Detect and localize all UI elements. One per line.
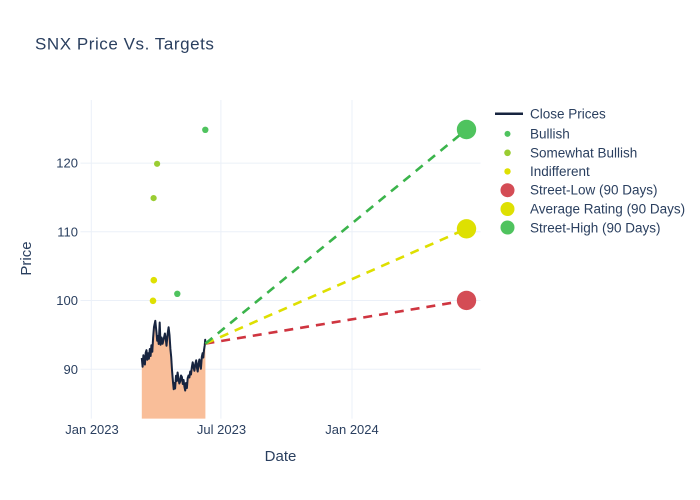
svg-text:Jan 2023: Jan 2023 <box>65 422 119 437</box>
svg-text:Somewhat Bullish: Somewhat Bullish <box>530 145 637 160</box>
svg-text:Average Rating (90 Days): Average Rating (90 Days) <box>530 202 685 217</box>
svg-text:90: 90 <box>64 362 78 377</box>
svg-text:Price: Price <box>18 241 35 275</box>
svg-text:Jul 2023: Jul 2023 <box>197 422 246 437</box>
svg-text:Indifferent: Indifferent <box>530 164 590 179</box>
svg-text:SNX Price Vs. Targets: SNX Price Vs. Targets <box>35 35 214 54</box>
svg-text:Street-High (90 Days): Street-High (90 Days) <box>530 220 661 235</box>
svg-text:Street-Low (90 Days): Street-Low (90 Days) <box>530 183 658 198</box>
svg-text:110: 110 <box>57 224 78 239</box>
svg-text:Close Prices: Close Prices <box>530 106 606 121</box>
svg-text:120: 120 <box>56 156 78 171</box>
svg-text:Jan 2024: Jan 2024 <box>325 422 379 437</box>
svg-text:Bullish: Bullish <box>530 126 570 141</box>
svg-text:100: 100 <box>56 293 78 308</box>
svg-text:Date: Date <box>265 448 297 465</box>
